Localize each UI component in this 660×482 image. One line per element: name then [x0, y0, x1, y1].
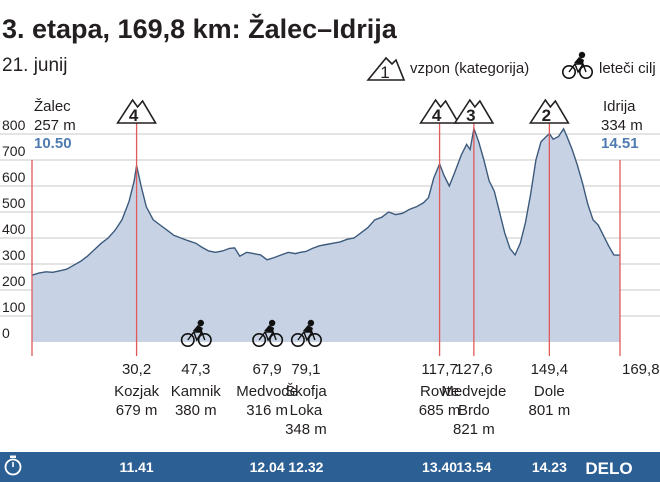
y-tick-label: 600 — [2, 169, 26, 185]
checkpoint-km: 67,9 — [253, 361, 282, 378]
checkpoint-km: 47,3 — [181, 361, 210, 378]
checkpoint-label-line: Kamnik — [171, 383, 222, 400]
checkpoint-km: 79,1 — [291, 361, 320, 378]
sprint-legend-label: leteči cilj — [599, 60, 656, 77]
bicycle-icon — [561, 50, 594, 80]
checkpoint-label-line: Kozjak — [114, 383, 160, 400]
checkpoint-km: 169,8 km — [622, 361, 660, 378]
climb-icon — [453, 98, 495, 124]
climb-icon — [528, 98, 570, 124]
checkpoint-time: 13.40 — [422, 459, 457, 475]
start-label: Žalec 257 m 10.50 — [34, 98, 76, 152]
checkpoint-time: 11.41 — [119, 459, 153, 475]
checkpoint-label-line: Loka — [290, 402, 323, 419]
start-time: 10.50 — [34, 135, 72, 152]
finish-elevation: 334 m — [601, 117, 643, 134]
y-tick-label: 0 — [2, 325, 10, 341]
start-elevation: 257 m — [34, 117, 76, 134]
chart-title: 3. etapa, 169,8 km: Žalec–Idrija — [2, 13, 398, 44]
finish-time: 14.51 — [601, 135, 639, 152]
checkpoint-time: 14.23 — [532, 459, 567, 475]
y-tick-label: 200 — [2, 273, 26, 289]
profile-area-layer — [31, 125, 621, 342]
checkpoint-label-line: Brdo — [458, 402, 490, 419]
checkpoint-time: 13.54 — [456, 459, 491, 475]
climb-category-label: 3 — [466, 106, 475, 125]
checkpoint-time: 12.04 — [250, 459, 285, 475]
checkpoint-label-line: 380 m — [175, 402, 217, 419]
y-tick-label: 300 — [2, 247, 26, 263]
checkpoint-label-line: Medvejde — [441, 383, 506, 400]
start-name: Žalec — [34, 98, 71, 115]
checkpoint-km: 127,6 — [455, 361, 493, 378]
profile-line — [31, 125, 621, 276]
y-tick-layer: 0 100 200 300 400 500 600 700 800 — [2, 117, 26, 341]
checkpoint-label-line: Dole — [534, 383, 565, 400]
climb-icon — [419, 98, 460, 124]
climb-legend-icon — [366, 56, 406, 81]
checkpoint-km: 30,2 — [122, 361, 151, 378]
profile-area — [32, 128, 620, 342]
checkpoint-label-line: 821 m — [453, 421, 495, 438]
marker-layer: 4 4 3 2 — [31, 98, 621, 356]
y-tick-label: 800 — [2, 117, 26, 133]
checkpoint-label-line: 316 m — [246, 402, 288, 419]
y-tick-label: 400 — [2, 221, 26, 237]
checkpoint-label-line: Medvode — [236, 383, 298, 400]
checkpoint-label-line: 348 m — [285, 421, 327, 438]
climb-legend-label: vzpon (kategorija) — [410, 60, 529, 77]
finish-name: Idrija — [603, 98, 636, 115]
checkpoint-layer: 30,2 Kozjak 679 m 47,3 Kamnik 380 m 67,9 Medvod… — [114, 361, 660, 438]
climb-category-label: 2 — [542, 106, 551, 125]
y-tick-label: 100 — [2, 299, 26, 315]
stopwatch-icon — [4, 455, 22, 476]
climb-category-label: 4 — [129, 106, 139, 125]
legend: 1 vzpon (kategorija) leteči cilj — [366, 50, 656, 82]
y-tick-label: 700 — [2, 143, 26, 159]
checkpoint-label-line: 685 m — [419, 402, 461, 419]
checkpoint-km: 149,4 — [531, 361, 569, 378]
y-tick-label: 500 — [2, 195, 26, 211]
time-bar — [0, 452, 660, 482]
climb-legend-number: 1 — [380, 63, 389, 82]
climb-category-label: 4 — [432, 106, 442, 125]
chart-subtitle: 21. junij — [2, 55, 68, 76]
checkpoint-label-line: Škofja — [285, 383, 327, 400]
checkpoint-label-line: 679 m — [116, 402, 158, 419]
finish-label: Idrija 334 m 14.51 — [601, 98, 643, 152]
brand-logo: DELO — [585, 459, 632, 478]
checkpoint-label-line: Rovte — [420, 383, 459, 400]
checkpoint-km: 117,7 — [421, 361, 457, 378]
checkpoint-time: 12.32 — [288, 459, 323, 475]
climb-icon — [116, 98, 157, 124]
checkpoint-label-line: 801 m — [529, 402, 571, 419]
time-layer: 11.41 12.04 12.32 13.40 13.54 14.23 — [119, 459, 567, 475]
